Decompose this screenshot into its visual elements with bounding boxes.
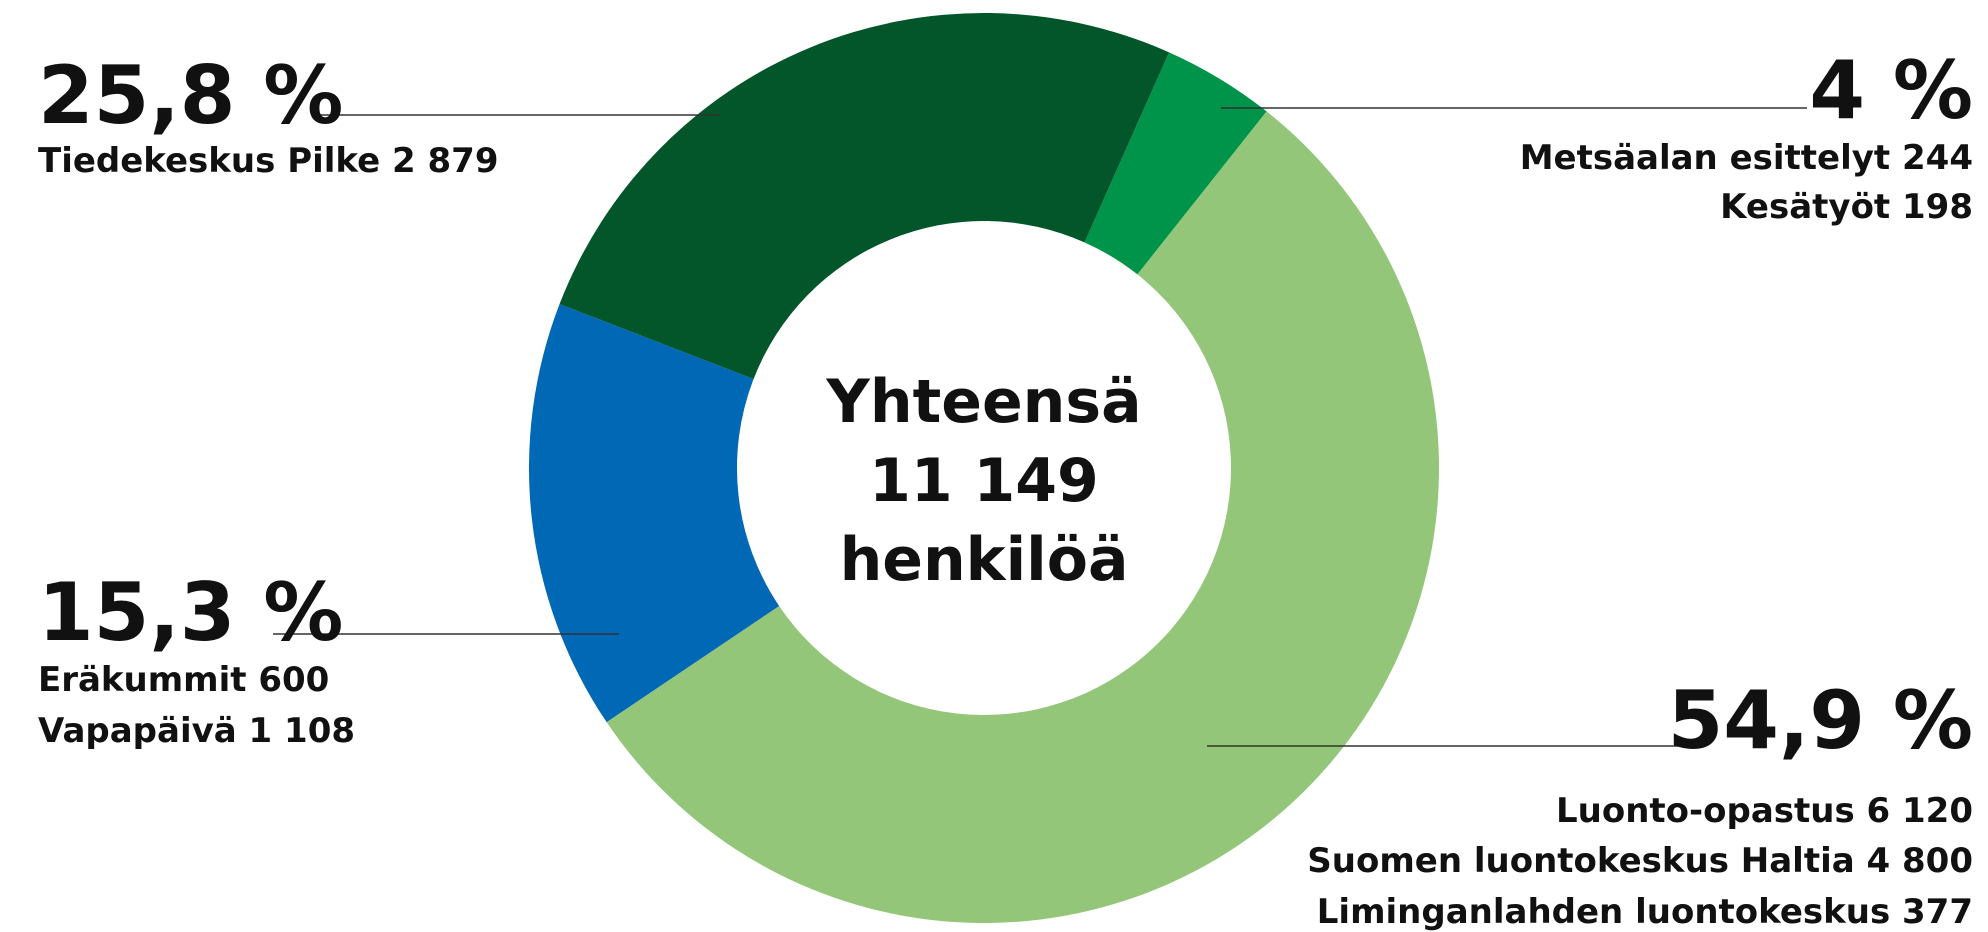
donut-segment — [529, 304, 780, 723]
detail-label: Vapapäivä 1 108 — [38, 711, 355, 751]
center-text: Yhteensä — [825, 367, 1141, 437]
donut-segment — [606, 111, 1440, 924]
center-text: 11 149 — [869, 446, 1099, 516]
detail-label: Metsäalan esittelyt 244 — [1520, 138, 1973, 178]
detail-label: Eräkummit 600 — [38, 660, 329, 700]
detail-label: Liminganlahden luontokeskus 377 — [1317, 892, 1973, 932]
detail-label: Suomen luontokeskus Haltia 4 800 — [1307, 841, 1973, 881]
center-text: henkilöä — [840, 525, 1129, 595]
value-label: 4 % — [1809, 44, 1973, 137]
value-label: 15,3 % — [38, 566, 343, 659]
donut-segment — [559, 13, 1170, 380]
value-label: 54,9 % — [1668, 674, 1973, 767]
detail-label: Tiedekeskus Pilke 2 879 — [38, 141, 498, 181]
detail-label: Kesätyöt 198 — [1720, 187, 1973, 227]
detail-label: Luonto-opastus 6 120 — [1556, 791, 1973, 831]
value-label: 25,8 % — [38, 49, 343, 142]
